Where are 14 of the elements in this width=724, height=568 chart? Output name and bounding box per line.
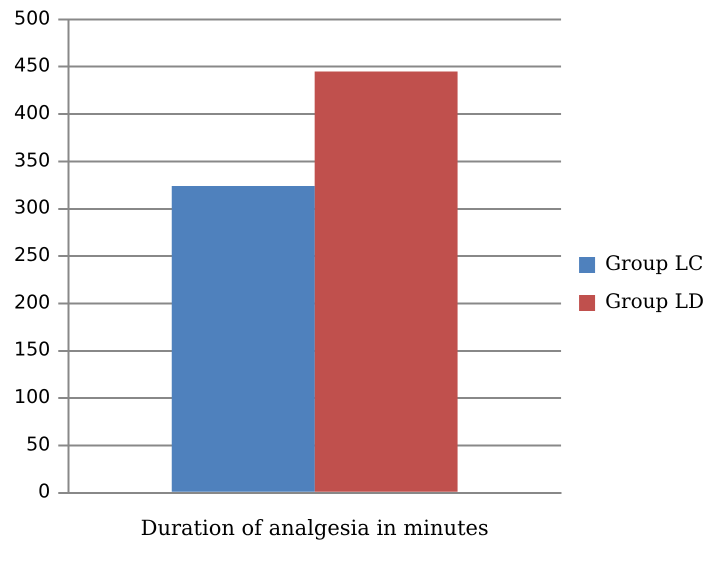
y-tick-label: 50 <box>26 433 50 456</box>
y-tick-label: 450 <box>14 54 50 77</box>
y-tick-label: 400 <box>14 102 50 124</box>
y-tick-label: 250 <box>14 244 50 266</box>
y-tick-label: 200 <box>14 291 50 314</box>
legend-label: Group LC <box>605 251 704 276</box>
y-tick-label: 0 <box>38 480 50 503</box>
y-tick-label: 100 <box>14 386 50 408</box>
legend-label: Group LD <box>605 289 704 314</box>
y-tick-label: 500 <box>14 7 50 30</box>
y-tick-label: 150 <box>14 338 50 361</box>
y-tick-label: 350 <box>14 149 50 172</box>
y-tick-label: 300 <box>14 196 50 219</box>
x-tick-label: Duration of analgesia in minutes <box>140 516 489 540</box>
